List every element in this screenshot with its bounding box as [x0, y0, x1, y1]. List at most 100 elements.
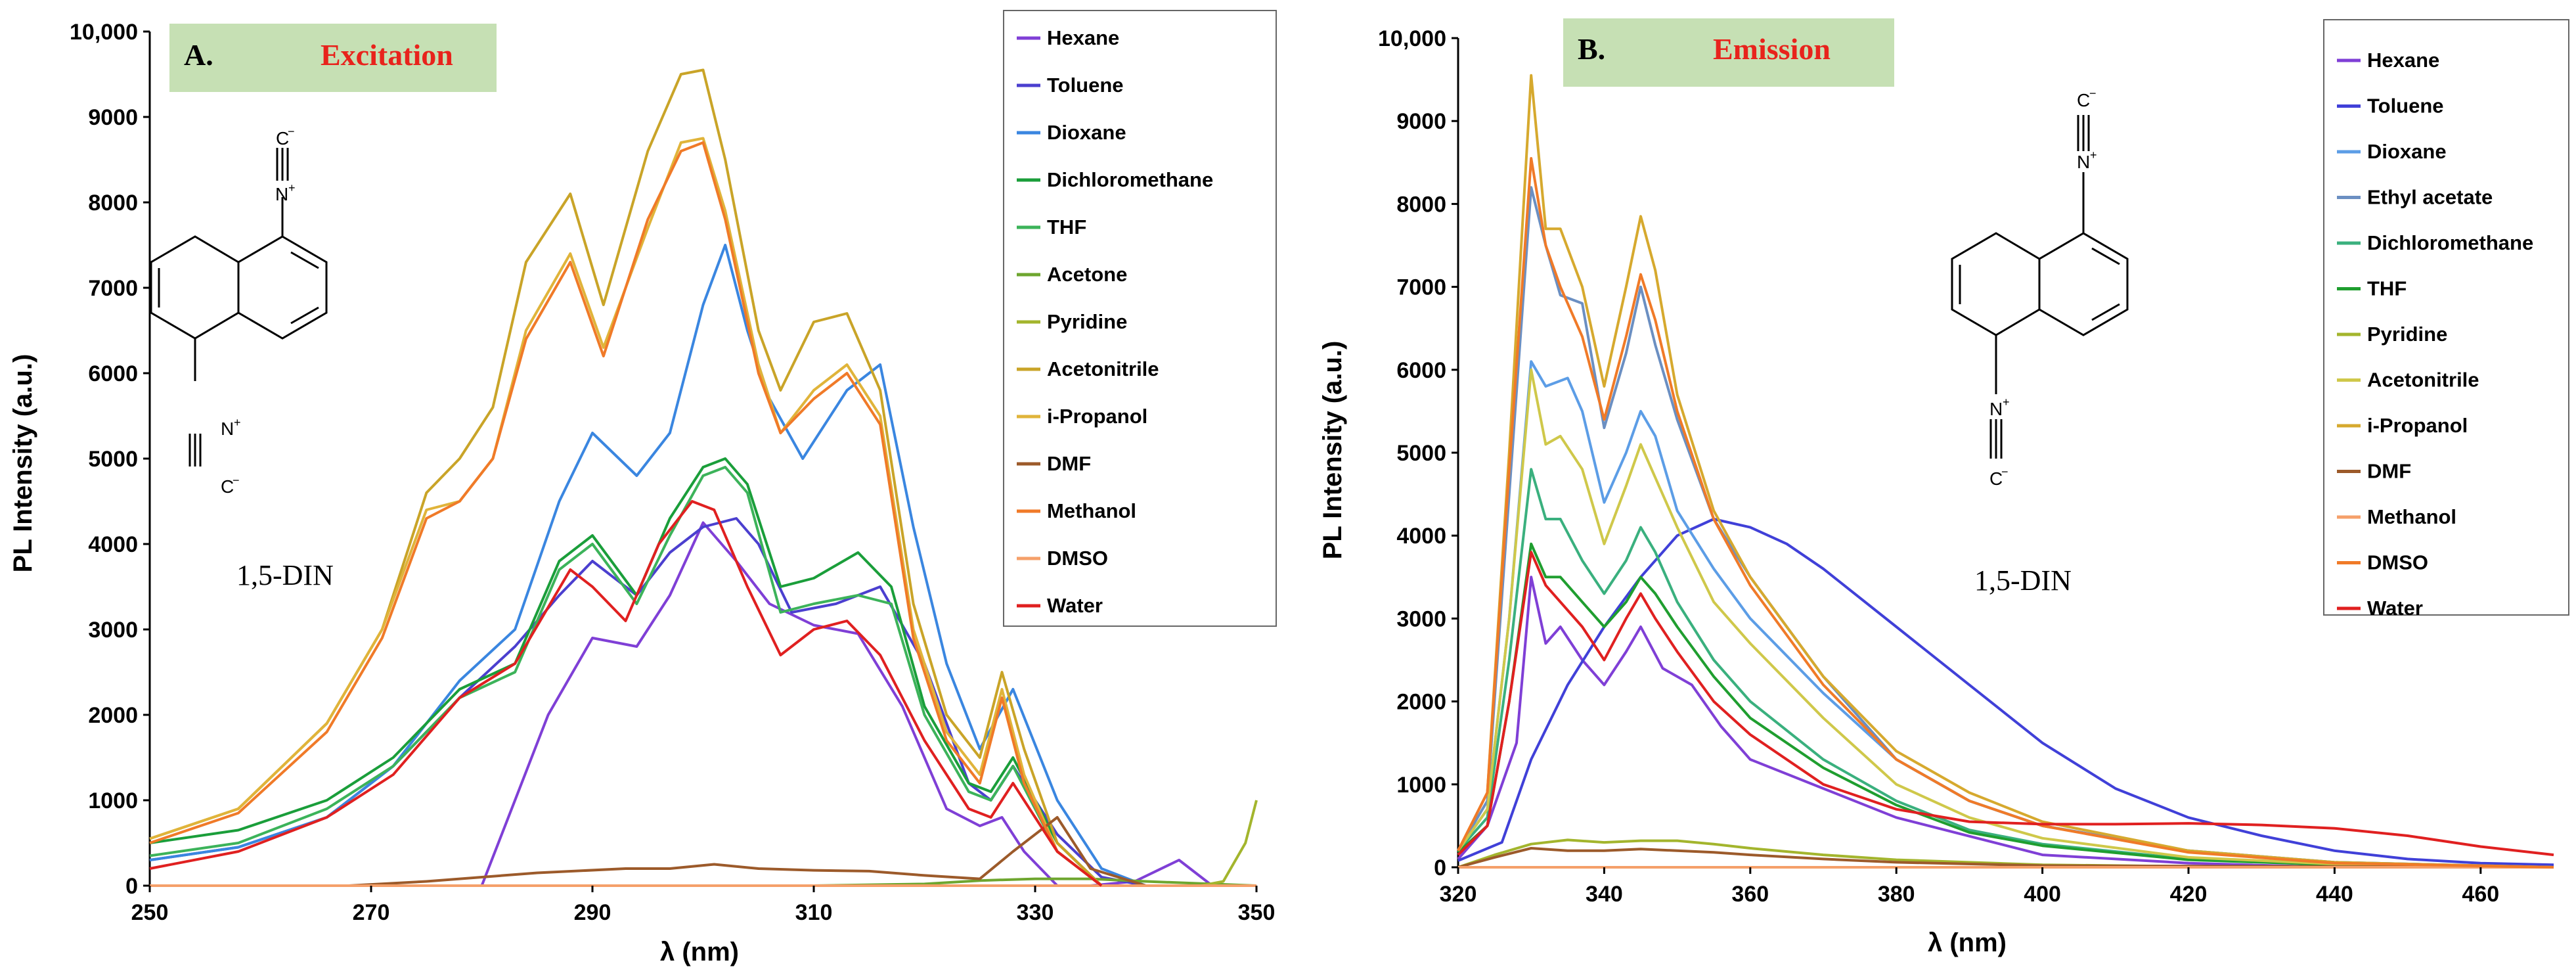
- b-atom-c-top-charge: −: [2089, 87, 2097, 100]
- b-atom-c-bottom-charge: −: [2001, 465, 2009, 478]
- b-series-line-thf: [1457, 542, 2554, 869]
- b-atom-n-top-charge: +: [2090, 148, 2097, 162]
- b-legend-label-hexane: Hexane: [2367, 49, 2439, 72]
- a-y-axis-label: PL Intensity (a.u.): [9, 354, 37, 573]
- a-title-box: [169, 24, 497, 92]
- a-legend-box: [1003, 10, 1277, 627]
- a-y-tick-label: 1000: [88, 788, 138, 813]
- b-legend-label-dioxane: Dioxane: [2367, 140, 2447, 163]
- b-y-tick-label: 4000: [1396, 524, 1446, 549]
- a-legend-label-hexane: Hexane: [1047, 26, 1119, 49]
- a-x-tick-label: 350: [1238, 900, 1276, 925]
- a-series-line-dichloromethane: [149, 457, 1103, 887]
- b-title-box: [1563, 18, 1894, 87]
- a-legend-label-thf: THF: [1047, 216, 1086, 239]
- b-atom-n-top: N: [2077, 152, 2090, 172]
- a-legend-label-i-propanol: i-Propanol: [1047, 405, 1147, 428]
- a-x-tick-label: 290: [574, 900, 611, 925]
- a-atom-n-bottom-charge: +: [234, 416, 241, 429]
- a-series-group: [149, 68, 1258, 887]
- b-x-tick-label: 380: [1878, 882, 1915, 907]
- a-legend-label-dichloromethane: Dichloromethane: [1047, 168, 1213, 191]
- b-legend-label-toluene: Toluene: [2367, 95, 2444, 118]
- b-x-tick-label: 400: [2024, 882, 2061, 907]
- a-y-tick-label: 7000: [88, 276, 138, 301]
- a-legend-label-toluene: Toluene: [1047, 74, 1124, 97]
- a-y-tick-label: 10,000: [70, 20, 138, 45]
- b-legend: Hexane Toluene Dioxane Ethyl acetate Dichlor…: [2323, 19, 2569, 620]
- a-x-tick-label: 310: [795, 900, 833, 925]
- a-legend-label-water: Water: [1047, 594, 1103, 617]
- b-ticks: 0 1000 2000 3000 4000 5000 6000 7000 8000 9000 10,…: [1378, 26, 2499, 907]
- a-x-axis-label: λ (nm): [660, 938, 739, 966]
- b-series-line-acetonitrile: [1457, 368, 2554, 869]
- b-series-line-hexane: [1457, 576, 2554, 869]
- b-legend-label-acetonitrile: Acetonitrile: [2367, 369, 2479, 392]
- b-x-tick-label: 460: [2462, 882, 2499, 907]
- a-ticks: 0 1000 2000 3000 4000 5000 6000 7000 8000 9000 10,…: [70, 20, 1275, 925]
- b-y-axis-label: PL Intensity (a.u.): [1318, 341, 1347, 560]
- b-x-tick-label: 440: [2316, 882, 2353, 907]
- a-y-tick-label: 2000: [88, 703, 138, 728]
- b-y-tick-label: 1000: [1396, 773, 1446, 798]
- b-atom-c-bottom: C: [1989, 468, 2003, 489]
- b-panel-label: B.: [1578, 32, 1605, 66]
- b-x-tick-label: 320: [1440, 882, 1477, 907]
- b-series-line-dichloromethane: [1457, 468, 2554, 869]
- b-compound-label: 1,5-DIN: [1974, 564, 2072, 597]
- b-x-tick-label: 420: [2170, 882, 2208, 907]
- b-atom-c-top: C: [2077, 90, 2090, 110]
- b-legend-label-methanol: Methanol: [2367, 505, 2456, 528]
- b-atom-n-bottom: N: [1989, 399, 2003, 419]
- b-series-line-i-propanol: [1457, 74, 2554, 869]
- a-atom-n-bottom: N: [221, 419, 234, 439]
- b-series-line-water: [1457, 551, 2554, 857]
- a-x-tick-label: 250: [131, 900, 169, 925]
- b-y-tick-label: 0: [1434, 855, 1446, 880]
- a-atom-n-top-charge: +: [288, 181, 296, 194]
- a-series-line-dmf: [150, 816, 1147, 887]
- b-legend-label-thf: THF: [2367, 277, 2407, 300]
- a-y-tick-label: 3000: [88, 618, 138, 643]
- b-series-line-toluene: [1457, 518, 2554, 867]
- a-y-tick-label: 0: [125, 874, 138, 899]
- b-legend-label-water: Water: [2367, 597, 2423, 620]
- b-y-tick-label: 8000: [1396, 192, 1446, 217]
- a-legend-label-dmf: DMF: [1047, 452, 1091, 475]
- b-legend-label-dmf: DMF: [2367, 460, 2411, 483]
- b-legend-label-i-propanol: i-Propanol: [2367, 414, 2468, 437]
- a-legend-label-pyridine: Pyridine: [1047, 310, 1127, 333]
- a-y-tick-label: 4000: [88, 532, 138, 557]
- b-y-tick-label: 5000: [1396, 441, 1446, 466]
- b-legend-box: [2323, 19, 2569, 616]
- a-y-tick-label: 5000: [88, 447, 138, 472]
- b-y-tick-label: 7000: [1396, 275, 1446, 300]
- a-atom-c-top-charge: −: [288, 125, 295, 138]
- a-series-line-i-propanol: [149, 137, 1103, 887]
- a-x-tick-label: 330: [1017, 900, 1054, 925]
- a-x-tick-label: 270: [353, 900, 390, 925]
- a-legend-label-dmso: DMSO: [1047, 547, 1108, 570]
- a-molecule-structure: [150, 148, 328, 466]
- b-chart-title: Emission: [1713, 32, 1831, 66]
- a-chart-title: Excitation: [321, 38, 453, 72]
- b-series-line-dmf: [1457, 847, 2554, 869]
- a-y-tick-label: 9000: [88, 105, 138, 130]
- b-x-tick-label: 360: [1731, 882, 1769, 907]
- emission-chart: 0 1000 2000 3000 4000 5000 6000 7000 8000 9000 10,…: [1318, 18, 2569, 957]
- b-legend-label-dmso: DMSO: [2367, 551, 2428, 574]
- a-legend: Hexane Toluene Dioxane Dichloromethane THF Ac…: [1003, 10, 1277, 627]
- b-atom-n-bottom-charge: +: [2003, 396, 2010, 409]
- b-y-tick-label: 9000: [1396, 109, 1446, 134]
- a-atom-c-bottom-charge: −: [233, 474, 240, 487]
- a-series-line-thf: [149, 466, 1103, 887]
- b-legend-label-dichloromethane: Dichloromethane: [2367, 231, 2533, 254]
- b-y-tick-label: 6000: [1396, 358, 1446, 383]
- b-y-tick-label: 3000: [1396, 606, 1446, 631]
- a-y-tick-label: 8000: [88, 191, 138, 216]
- a-legend-label-acetonitrile: Acetonitrile: [1047, 357, 1159, 380]
- b-x-axis-label: λ (nm): [1928, 928, 2007, 957]
- a-atom-n-top: N: [275, 184, 288, 204]
- a-legend-label-methanol: Methanol: [1047, 499, 1136, 522]
